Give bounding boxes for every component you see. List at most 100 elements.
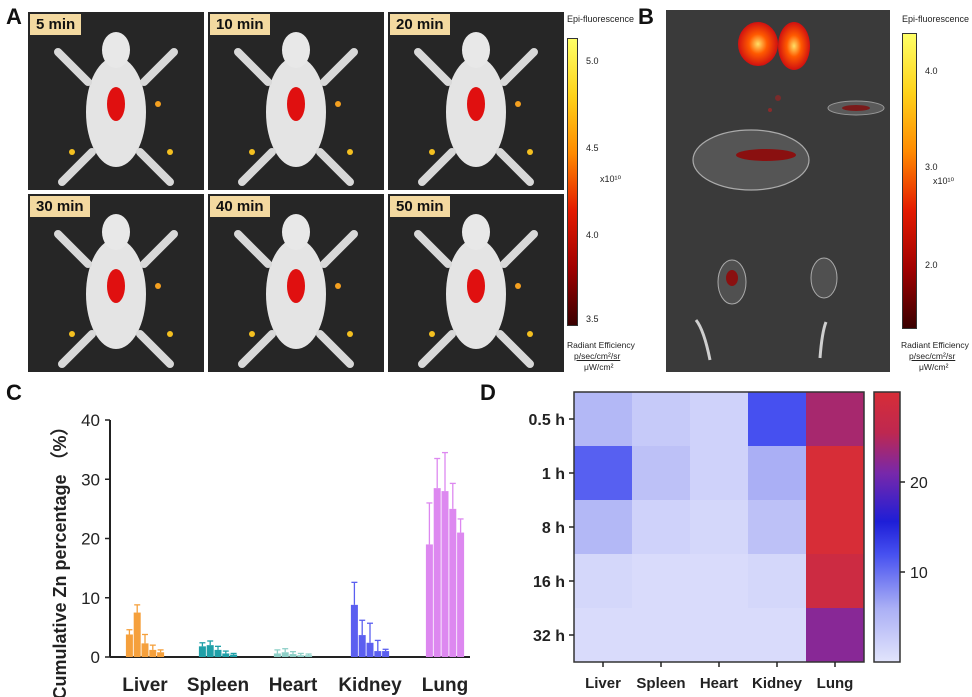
radiant-efficiency-unit-den: μW/cm² — [584, 362, 614, 372]
bar — [149, 649, 157, 657]
bar — [297, 655, 305, 657]
y-category-label: 16 h — [533, 574, 565, 591]
mouse-image — [54, 214, 178, 368]
panel-b-organ-image — [666, 10, 890, 372]
speckle — [335, 283, 341, 289]
colorbar-tick-label: 10 — [910, 565, 928, 582]
bar — [358, 635, 366, 657]
bar — [305, 655, 313, 657]
speckle — [249, 149, 255, 155]
mouse-image — [234, 32, 358, 186]
y-category-label: 1 h — [542, 466, 565, 483]
lung-signal — [467, 269, 485, 303]
lung-signal — [287, 87, 305, 121]
heatmap-cell — [690, 392, 748, 446]
speckle — [429, 149, 435, 155]
heatmap-cell — [690, 554, 748, 608]
tile-label: 50 min — [390, 196, 450, 217]
panel-d-letter: D — [480, 380, 496, 405]
bar — [457, 532, 465, 657]
x-category-label: Spleen — [636, 675, 685, 692]
bar — [382, 651, 390, 657]
mouse-head — [462, 214, 490, 250]
bar — [449, 508, 457, 657]
speckle — [347, 331, 353, 337]
image-tile-5: 40 min — [208, 194, 384, 372]
bar — [141, 643, 149, 657]
colorbar-tick: x10¹⁰ — [933, 176, 955, 186]
bar — [366, 642, 374, 657]
speckle — [347, 149, 353, 155]
x-category-label: Heart — [700, 675, 738, 692]
heatmap-cell — [690, 608, 748, 662]
lung-left-signal — [738, 22, 778, 66]
colorbar-tick: x10¹⁰ — [600, 174, 622, 184]
mouse-image — [414, 214, 538, 368]
radiant-efficiency-unit-num: p/sec/cm²/sr — [574, 351, 621, 361]
tile-label: 10 min — [210, 14, 270, 35]
radiant-efficiency-unit-den: μW/cm² — [919, 362, 949, 372]
mouse-limbs — [414, 230, 538, 368]
bar — [198, 646, 206, 657]
colorbar-title: Epi-fluorescence — [902, 14, 970, 24]
mouse-limbs — [234, 48, 358, 186]
colorbar-tick: 4.0 — [925, 66, 938, 76]
x-category-label: Lung — [422, 675, 468, 696]
mouse-image — [234, 214, 358, 368]
tile-label: 20 min — [390, 14, 450, 35]
speckle — [515, 101, 521, 107]
panel-b-letter: B — [638, 4, 654, 29]
panel-c-letter: C — [6, 380, 22, 405]
radiant-efficiency-title: Radiant Efficiency — [567, 340, 635, 350]
panel-a-letter: A — [6, 4, 22, 29]
x-category-label: Spleen — [187, 675, 249, 696]
colorbar-title: Epi-fluorescence — [567, 14, 635, 24]
colorbar-tick: 4.0 — [586, 230, 599, 240]
bar — [425, 544, 433, 657]
mouse-limbs — [414, 48, 538, 186]
bar — [214, 649, 222, 657]
bar — [230, 654, 238, 657]
bar — [273, 653, 281, 657]
y-tick-label: 10 — [81, 589, 100, 608]
y-category-label: 0.5 h — [529, 412, 565, 429]
heatmap-cell — [806, 392, 864, 446]
lung-signal — [107, 87, 125, 121]
heatmap-cell — [806, 554, 864, 608]
y-tick-label: 0 — [91, 648, 100, 667]
mouse-limbs — [54, 48, 178, 186]
speckle — [429, 331, 435, 337]
mouse-image — [54, 32, 178, 186]
y-category-label: 8 h — [542, 520, 565, 537]
lung-signal — [287, 269, 305, 303]
speckle — [527, 149, 533, 155]
y-tick-label: 20 — [81, 530, 100, 549]
bar — [374, 651, 382, 657]
heatmap-cell — [632, 500, 690, 554]
heatmap-colorbar — [873, 391, 901, 663]
bar — [206, 645, 214, 657]
heatmap-cell — [632, 392, 690, 446]
panel-a-image-grid: 5 min 10 min 20 min 30 min 40 min 50 min — [28, 12, 564, 372]
speckle — [527, 331, 533, 337]
heatmap-cell — [806, 500, 864, 554]
heatmap-cell — [574, 500, 632, 554]
y-axis-label: Cumulative Zn percentage （%） — [50, 417, 70, 697]
tile-label: 30 min — [30, 196, 90, 217]
x-category-label: Liver — [585, 675, 621, 692]
heatmap-cell — [574, 446, 632, 500]
bar — [433, 488, 441, 657]
mouse-limbs — [54, 230, 178, 368]
x-category-label: Liver — [122, 675, 168, 696]
colorbar-tick: 2.0 — [925, 260, 938, 270]
mouse-limbs — [234, 230, 358, 368]
image-tile-1: 5 min — [28, 12, 204, 190]
heatmap-cell — [748, 554, 806, 608]
heatmap-cell — [748, 446, 806, 500]
bar — [441, 491, 449, 657]
x-category-label: Kidney — [338, 675, 402, 696]
heatmap-cell — [748, 608, 806, 662]
image-tile-4: 30 min — [28, 194, 204, 372]
colorbar-tick-label: 20 — [910, 475, 928, 492]
heatmap-cell — [574, 392, 632, 446]
